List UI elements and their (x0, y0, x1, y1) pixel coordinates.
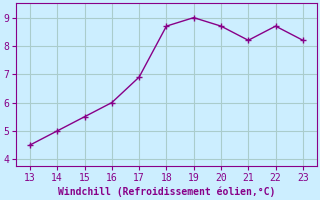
X-axis label: Windchill (Refroidissement éolien,°C): Windchill (Refroidissement éolien,°C) (58, 186, 275, 197)
